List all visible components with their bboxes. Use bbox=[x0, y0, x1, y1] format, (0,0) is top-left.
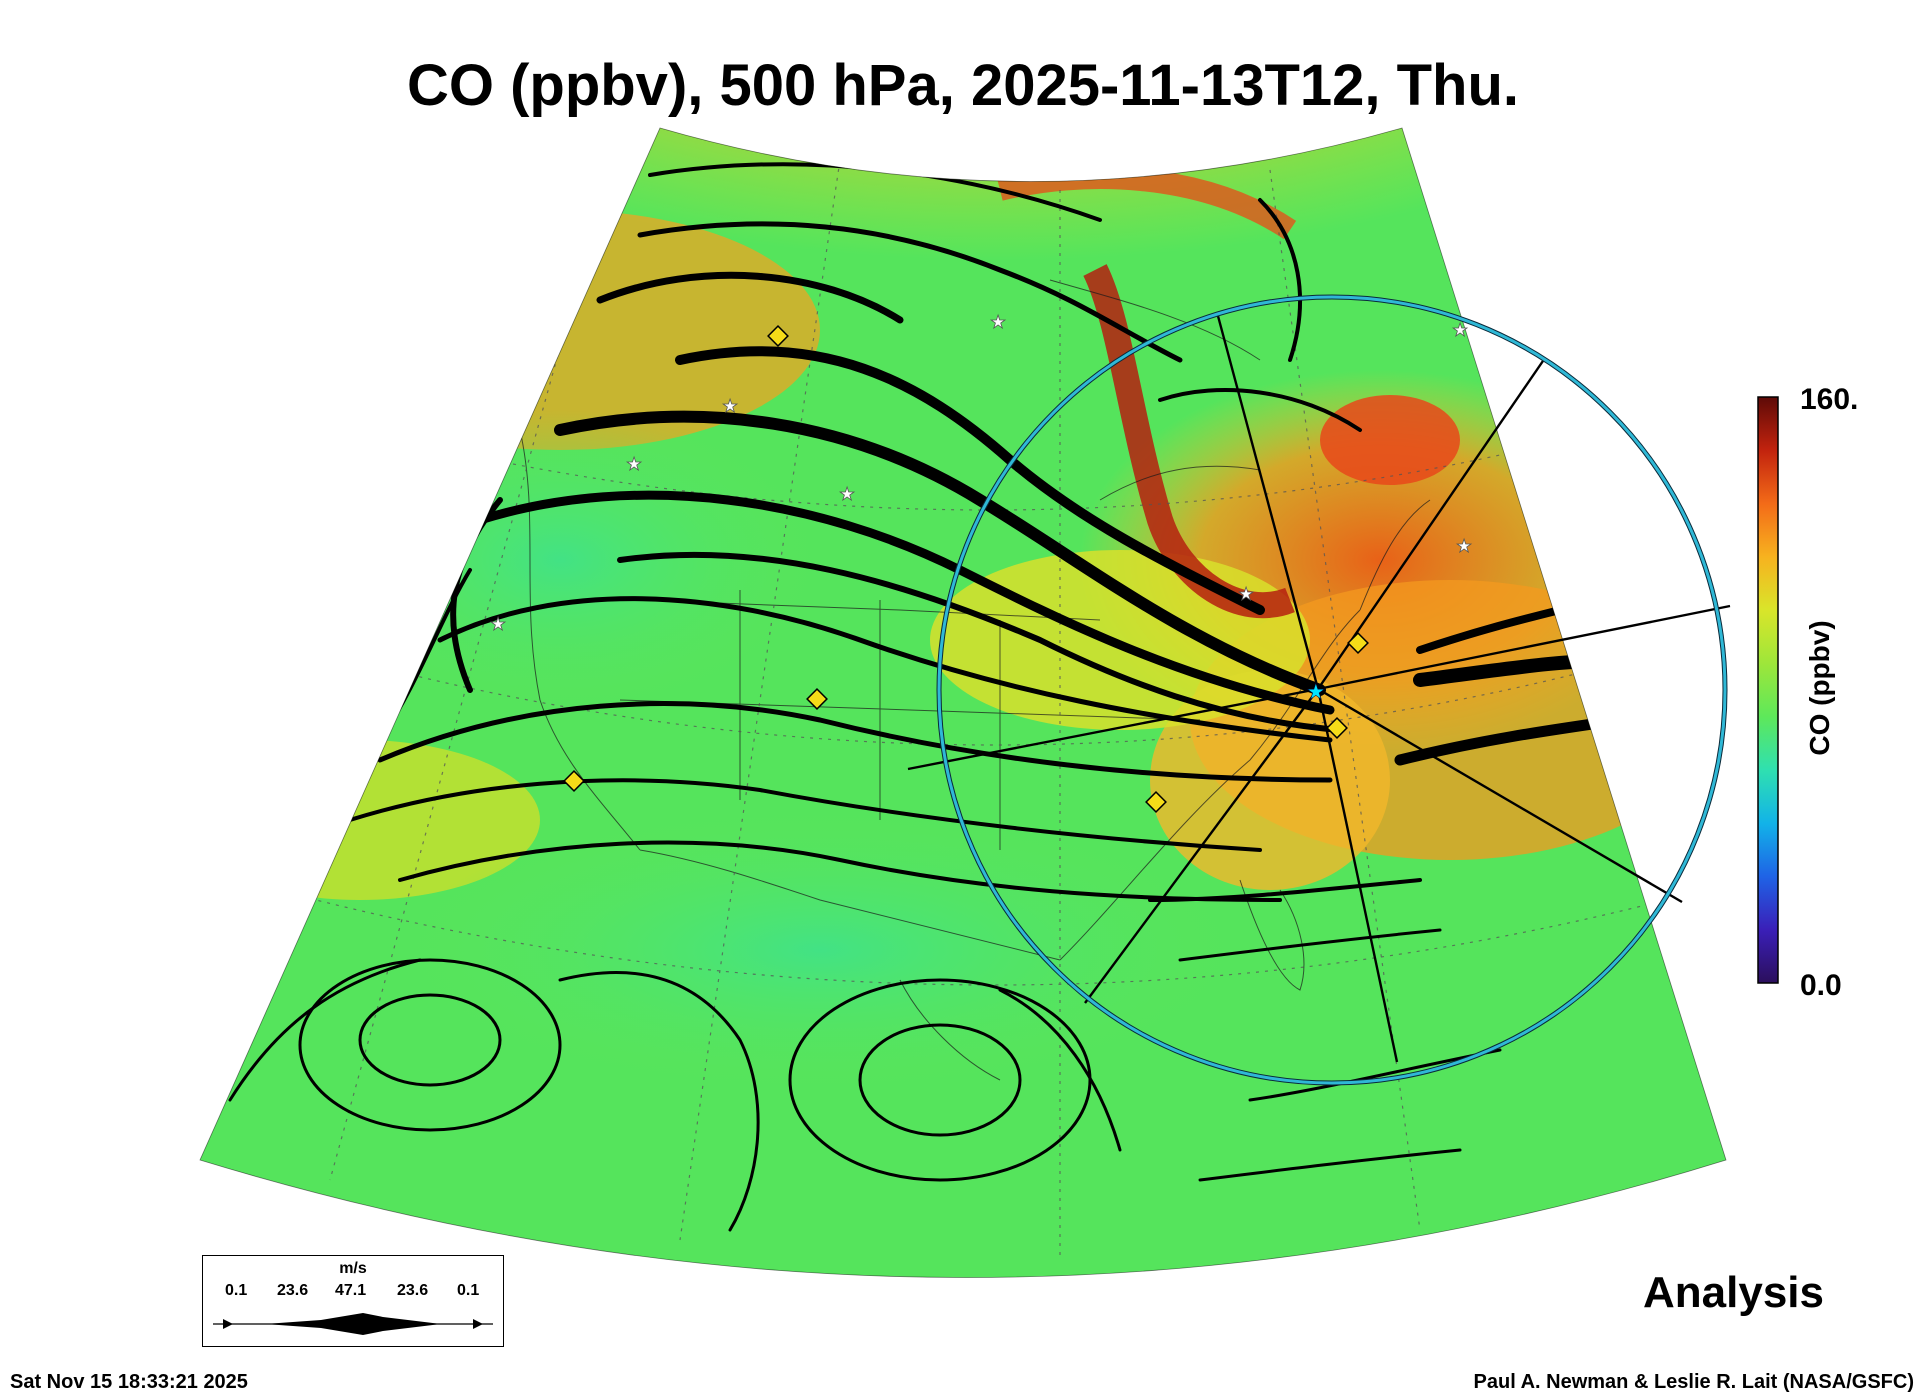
wind-legend-value: 23.6 bbox=[277, 1282, 309, 1299]
center-star-marker: ★ bbox=[1306, 680, 1326, 705]
wind-legend-value: 47.1 bbox=[335, 1282, 367, 1299]
white-star: ★ bbox=[490, 614, 506, 635]
white-star: ★ bbox=[990, 312, 1006, 333]
white-star-markers: ★ ★ ★ ★ ★ ★ ★ ★ bbox=[490, 312, 1473, 636]
white-star: ★ bbox=[1452, 320, 1468, 341]
colorbar-axis-label: CO (ppbv) bbox=[1804, 620, 1835, 756]
wind-legend-value: 0.1 bbox=[225, 1282, 248, 1299]
colorbar bbox=[1757, 396, 1779, 984]
wind-legend-unit: m/s bbox=[339, 1260, 367, 1277]
white-star: ★ bbox=[1456, 536, 1472, 557]
diamond-marker bbox=[1347, 632, 1369, 654]
coastlines bbox=[519, 279, 1431, 1081]
diamond-marker bbox=[806, 688, 828, 710]
colorbar-max-label: 160. bbox=[1800, 383, 1859, 416]
diamond-marker bbox=[1145, 791, 1167, 813]
analysis-label: Analysis bbox=[1643, 1268, 1824, 1317]
diamond-marker bbox=[767, 325, 789, 347]
diamond-markers bbox=[563, 325, 1369, 813]
footer-credit: Paul A. Newman & Leslie R. Lait (NASA/GS… bbox=[1473, 1371, 1914, 1393]
white-star: ★ bbox=[839, 484, 855, 505]
chart-title: CO (ppbv), 500 hPa, 2025-11-13T12, Thu. bbox=[406, 53, 1520, 118]
colorbar-min-label: 0.0 bbox=[1800, 969, 1842, 1002]
wind-legend-value: 0.1 bbox=[457, 1282, 480, 1299]
wind-legend-arrow bbox=[213, 1313, 493, 1335]
diamond-marker bbox=[1326, 717, 1348, 739]
co-field bbox=[200, 128, 1726, 1278]
radial-lines bbox=[907, 315, 1731, 1063]
map-sector-outline bbox=[199, 127, 1727, 1278]
wind-legend-value: 23.6 bbox=[397, 1282, 429, 1299]
white-star: ★ bbox=[626, 454, 642, 475]
white-star: ★ bbox=[722, 396, 738, 417]
white-star: ★ bbox=[1238, 584, 1254, 605]
wind-legend: m/s 0.1 23.6 47.1 23.6 0.1 bbox=[202, 1255, 504, 1347]
wind-streamlines bbox=[228, 162, 1627, 1232]
footer-timestamp: Sat Nov 15 18:33:21 2025 bbox=[10, 1371, 248, 1393]
range-ring bbox=[936, 294, 1728, 1086]
diamond-marker bbox=[563, 770, 585, 792]
